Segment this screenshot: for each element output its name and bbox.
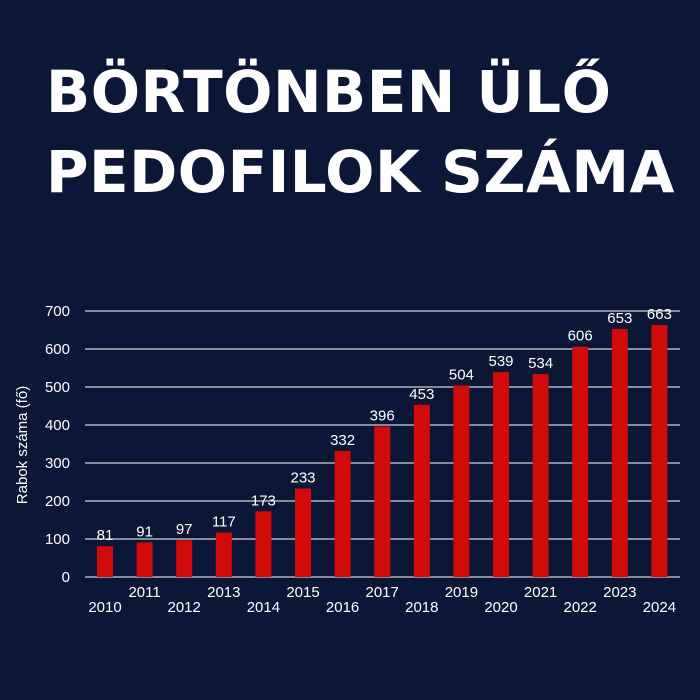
x-tick-label: 2024 [643, 599, 676, 616]
data-label: 97 [176, 521, 193, 538]
x-tick-label: 2011 [128, 584, 160, 601]
bar [97, 546, 113, 577]
data-label: 539 [488, 353, 513, 370]
x-tick-label: 2010 [88, 599, 121, 616]
y-tick-label: 100 [45, 531, 70, 548]
x-tick-label: 2012 [168, 599, 201, 616]
bar [374, 426, 391, 577]
bar [413, 404, 430, 577]
data-label: 453 [409, 386, 434, 403]
data-label: 504 [449, 366, 474, 383]
y-tick-label: 200 [45, 493, 70, 510]
data-label: 173 [251, 492, 276, 509]
y-tick-label: 300 [45, 455, 70, 472]
bar [611, 328, 628, 577]
bar [295, 488, 311, 577]
x-tick-label: 2021 [524, 584, 557, 601]
y-tick-label: 600 [45, 341, 70, 358]
bar [215, 532, 232, 577]
x-axis-ticks: 2010 2011 2012 2013 2014 2015 2016 2017 2018 2019… [88, 584, 676, 616]
data-label: 653 [607, 310, 632, 327]
bar [255, 511, 272, 577]
data-label: 332 [330, 432, 355, 449]
x-tick-label: 2016 [326, 599, 359, 616]
x-tick-label: 2017 [366, 584, 399, 601]
bar [334, 450, 351, 577]
data-label: 396 [370, 408, 395, 425]
bar [532, 374, 549, 577]
data-label: 81 [97, 527, 114, 544]
y-axis-label: Rabok száma (fő) [14, 386, 31, 504]
data-labels: 81 91 97 117 173 233 332 396 453 504 539 534 606 653 6… [97, 306, 672, 544]
x-tick-label: 2018 [405, 599, 438, 616]
data-label: 233 [290, 469, 315, 486]
bar [572, 346, 589, 577]
x-tick-label: 2014 [247, 599, 280, 616]
x-tick-label: 2015 [286, 584, 319, 601]
bar [453, 385, 470, 577]
data-label: 606 [568, 328, 593, 345]
x-tick-label: 2023 [603, 584, 636, 601]
x-tick-label: 2020 [484, 599, 517, 616]
y-tick-label: 0 [62, 569, 70, 586]
headline: BÖRTÖNBEN ÜLŐ PEDOFILOK SZÁMA [46, 52, 675, 212]
bar [651, 325, 668, 577]
headline-line-1: BÖRTÖNBEN ÜLŐ [46, 58, 612, 126]
data-label: 534 [528, 355, 553, 372]
data-label: 117 [212, 514, 236, 531]
bars [97, 325, 668, 577]
bar [136, 542, 153, 577]
bar [176, 540, 193, 577]
x-tick-label: 2022 [564, 599, 597, 616]
data-label: 91 [136, 523, 153, 540]
bar [493, 372, 509, 577]
y-tick-label: 400 [45, 417, 70, 434]
x-tick-label: 2019 [445, 584, 478, 601]
y-tick-label: 500 [45, 379, 70, 396]
x-tick-label: 2013 [207, 584, 240, 601]
y-axis-ticks: 0 100 200 300 400 500 600 700 [45, 303, 70, 586]
data-label: 663 [647, 306, 672, 323]
y-tick-label: 700 [45, 303, 70, 320]
headline-line-2: PEDOFILOK SZÁMA [46, 138, 675, 206]
